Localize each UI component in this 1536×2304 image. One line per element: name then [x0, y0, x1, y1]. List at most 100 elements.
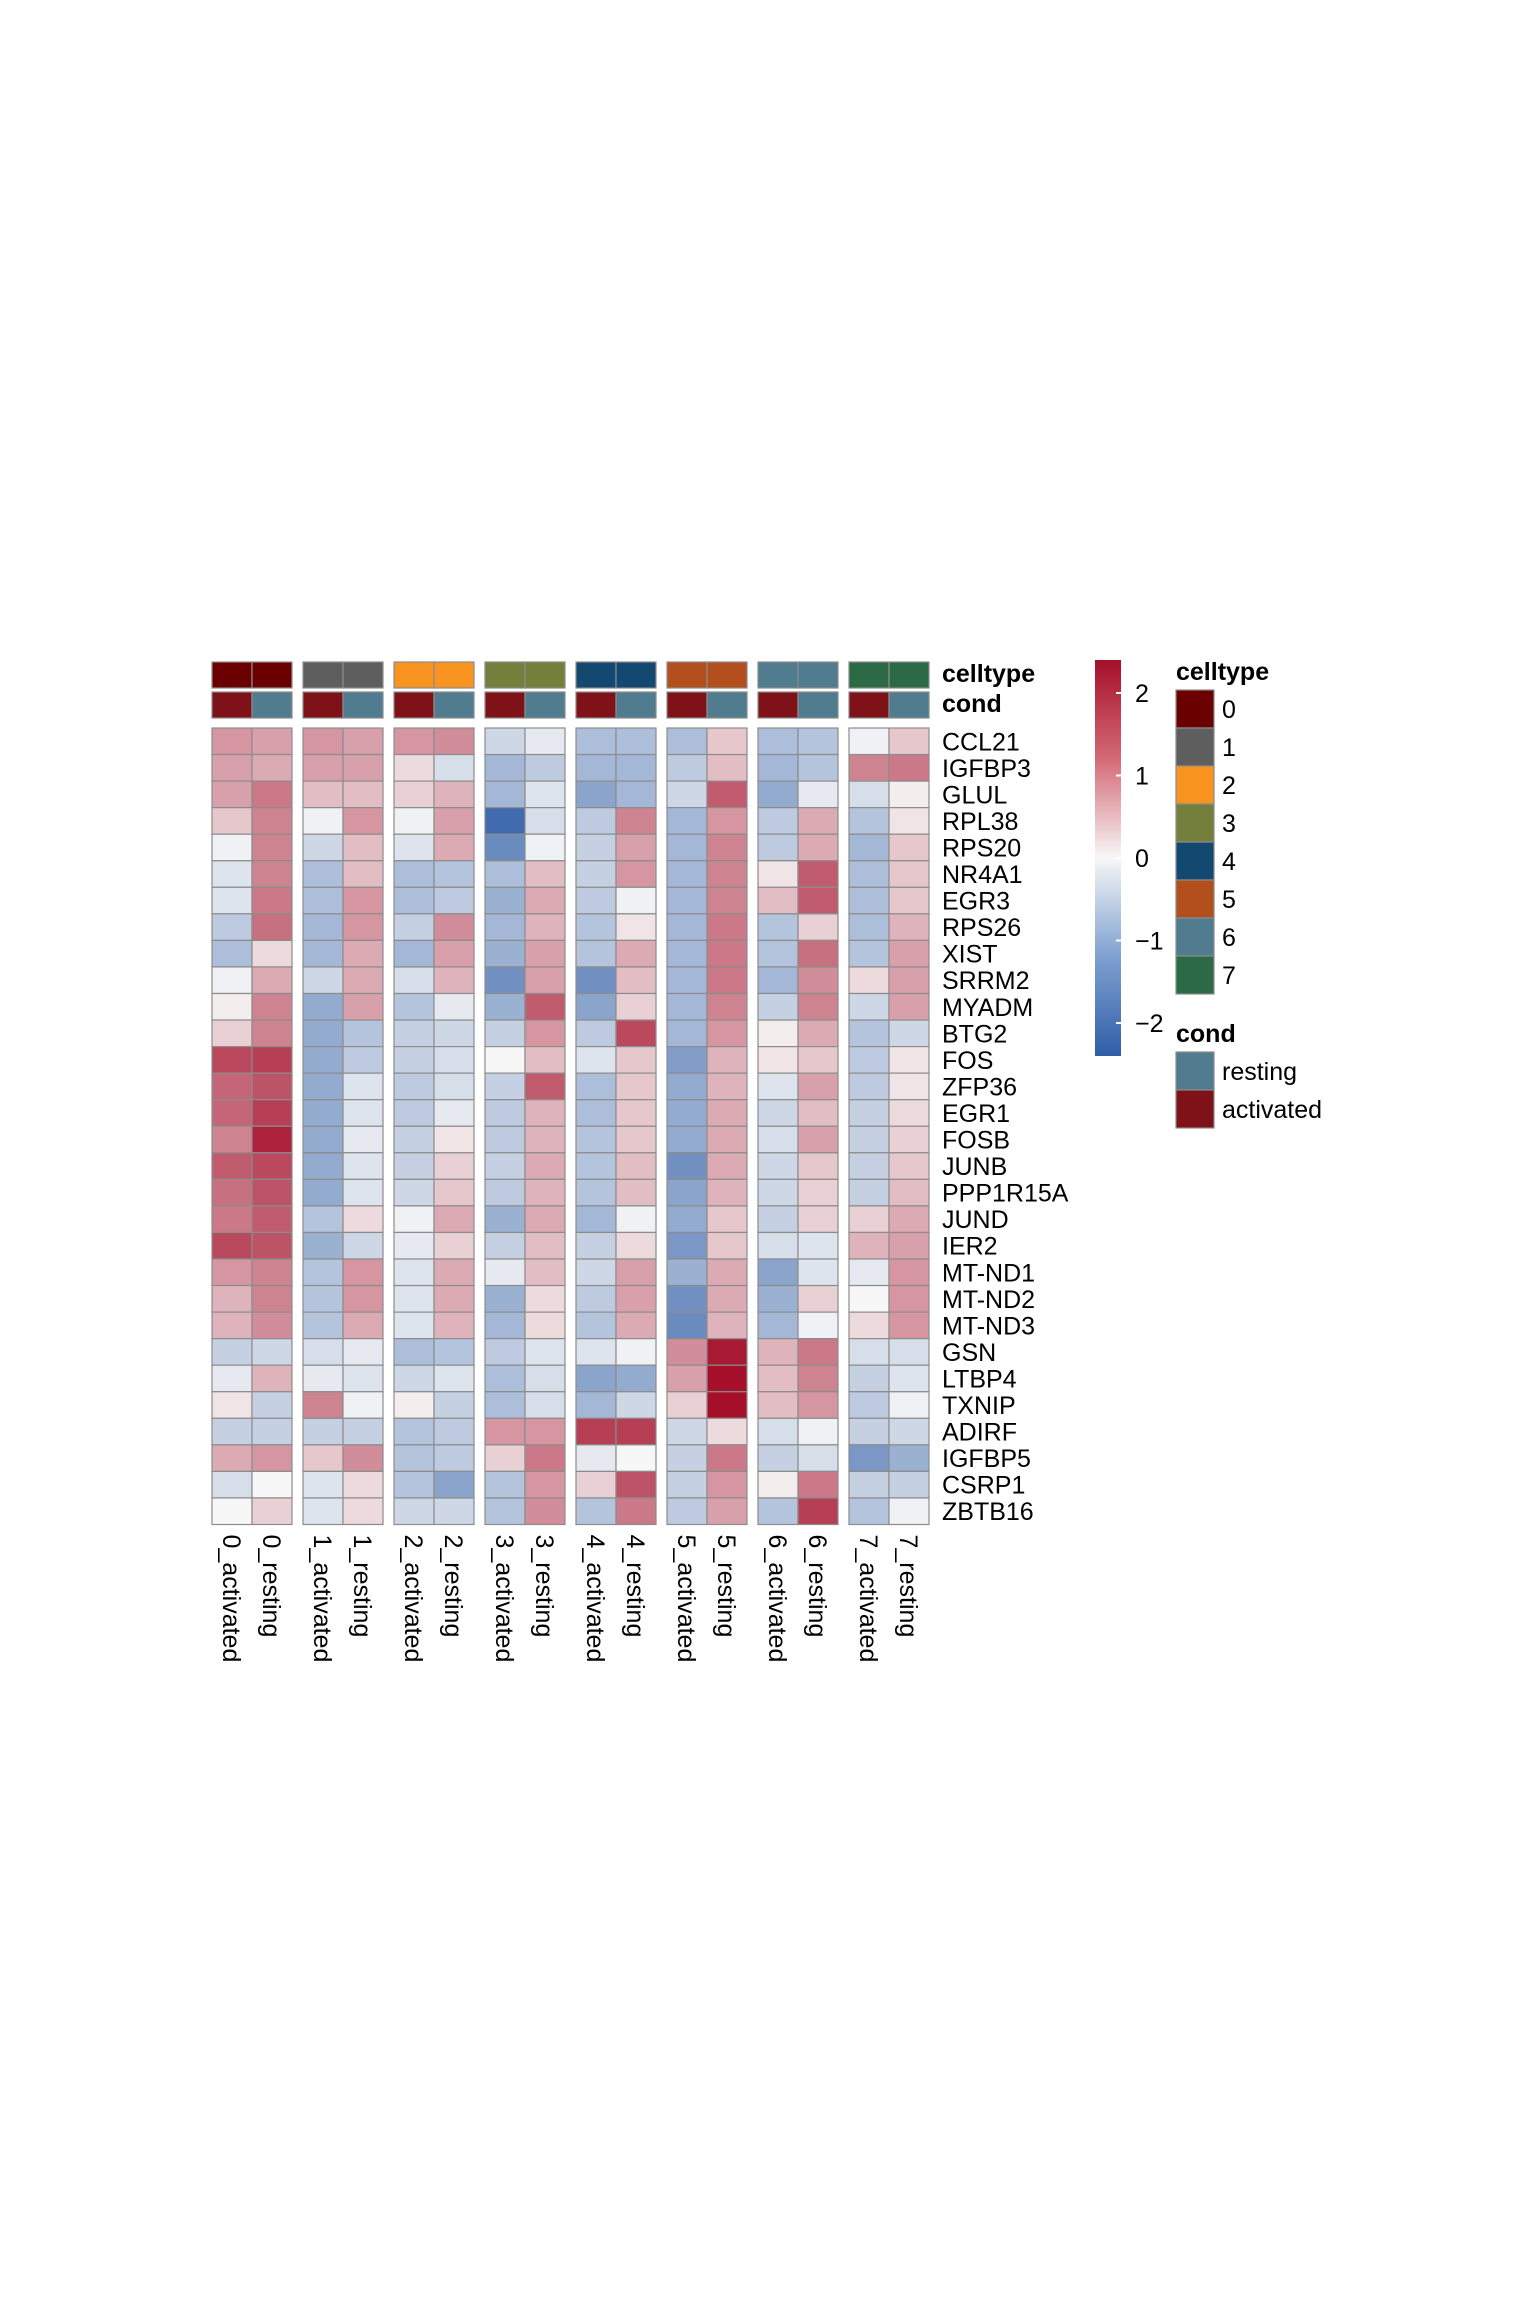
heatmap-cell: [211, 807, 253, 835]
heatmap-cell: [433, 860, 475, 888]
heatmap-cell: [666, 1364, 708, 1393]
heatmap-cell: [888, 992, 930, 1021]
heatmap-cell: [757, 1205, 799, 1234]
row-label: IGFBP5: [942, 1445, 1031, 1473]
heatmap-cell: [211, 1152, 253, 1180]
heatmap-cell: [484, 1311, 526, 1340]
heatmap-cell: [757, 1099, 799, 1127]
celltype-annotation-cell: [615, 661, 657, 689]
row-label: RPS20: [942, 834, 1021, 862]
heatmap-cell: [706, 1205, 748, 1234]
heatmap-cell: [524, 1099, 566, 1127]
heatmap-cell: [342, 1364, 384, 1393]
celltype-annotation-cell: [393, 661, 435, 689]
heatmap-cell: [251, 939, 293, 968]
heatmap-cell: [342, 807, 384, 835]
heatmap-cell: [757, 1444, 799, 1472]
heatmap-cell: [302, 1019, 344, 1048]
heatmap-cell: [615, 1470, 657, 1499]
celltype-legend-swatch: [1175, 689, 1215, 729]
heatmap-cell: [302, 913, 344, 941]
heatmap-cell: [211, 1391, 253, 1419]
heatmap-cell: [706, 1019, 748, 1048]
heatmap-cell: [666, 1125, 708, 1154]
heatmap-cell: [575, 939, 617, 968]
heatmap-cell: [575, 1338, 617, 1366]
celltype-annotation-cell: [211, 661, 253, 689]
heatmap-cell: [615, 1258, 657, 1287]
heatmap-cell: [888, 886, 930, 915]
heatmap-cell: [797, 1045, 839, 1074]
cond-annotation-cell: [797, 691, 839, 719]
heatmap-cell: [302, 1258, 344, 1287]
heatmap-cell: [302, 1284, 344, 1313]
heatmap-cell: [251, 1178, 293, 1207]
heatmap-cell: [797, 939, 839, 968]
heatmap-cell: [433, 1205, 475, 1234]
heatmap-cell: [757, 833, 799, 862]
heatmap-cell: [757, 727, 799, 756]
heatmap-cell: [757, 886, 799, 915]
heatmap-cell: [757, 753, 799, 782]
heatmap-cell: [757, 807, 799, 835]
heatmap-cell: [393, 780, 435, 809]
heatmap-cell: [848, 753, 890, 782]
heatmap-cell: [342, 992, 384, 1021]
row-label: MYADM: [942, 994, 1033, 1022]
heatmap-cell: [706, 807, 748, 835]
heatmap-cell: [393, 1338, 435, 1366]
row-label: EGR1: [942, 1100, 1010, 1128]
heatmap-cell: [848, 780, 890, 809]
row-label: JUND: [942, 1206, 1009, 1234]
heatmap-cell: [797, 1284, 839, 1313]
colorbar-tick-label: 2: [1135, 680, 1149, 708]
heatmap-cell: [524, 1311, 566, 1340]
column-label: 6_resting: [803, 1535, 831, 1638]
heatmap-cell: [797, 1364, 839, 1393]
heatmap-cell: [342, 1417, 384, 1446]
heatmap-cell: [211, 886, 253, 915]
heatmap-cell: [848, 1364, 890, 1393]
celltype-annotation-cell: [342, 661, 384, 689]
heatmap-cell: [575, 1178, 617, 1207]
heatmap-cell: [797, 1125, 839, 1154]
row-label: IER2: [942, 1233, 998, 1261]
heatmap-cell: [251, 807, 293, 835]
heatmap-cell: [211, 1045, 253, 1074]
row-label: ZFP36: [942, 1073, 1017, 1101]
heatmap-cell: [524, 966, 566, 995]
celltype-annotation-cell: [433, 661, 475, 689]
heatmap-cell: [524, 860, 566, 888]
colorbar-tick-label: 0: [1135, 845, 1149, 873]
celltype-legend-label: 3: [1222, 810, 1236, 838]
cond-annotation-cell: [524, 691, 566, 719]
heatmap-cell: [757, 1338, 799, 1366]
heatmap-cell: [797, 1099, 839, 1127]
heatmap-cell: [342, 833, 384, 862]
heatmap-cell: [575, 1497, 617, 1526]
heatmap-cell: [524, 1045, 566, 1074]
heatmap-cell: [433, 1072, 475, 1101]
heatmap-cell: [666, 1152, 708, 1180]
heatmap-cell: [797, 1019, 839, 1048]
annotation-row-label: cond: [942, 690, 1002, 718]
row-label: NR4A1: [942, 861, 1023, 889]
heatmap-cell: [797, 780, 839, 809]
row-label: MT-ND1: [942, 1259, 1035, 1287]
heatmap-cell: [575, 753, 617, 782]
heatmap-cell: [757, 860, 799, 888]
heatmap-cell: [251, 860, 293, 888]
heatmap-cell: [666, 1311, 708, 1340]
heatmap-cell: [666, 1444, 708, 1472]
heatmap-cell: [484, 753, 526, 782]
heatmap-cell: [848, 1338, 890, 1366]
heatmap-cell: [797, 1470, 839, 1499]
heatmap-cell: [484, 1258, 526, 1287]
heatmap-cell: [848, 860, 890, 888]
heatmap-cell: [706, 1417, 748, 1446]
heatmap-cell: [484, 1072, 526, 1101]
heatmap-cell: [848, 1417, 890, 1446]
heatmap-cell: [706, 860, 748, 888]
heatmap-cell: [251, 1497, 293, 1526]
heatmap-cell: [302, 1072, 344, 1101]
